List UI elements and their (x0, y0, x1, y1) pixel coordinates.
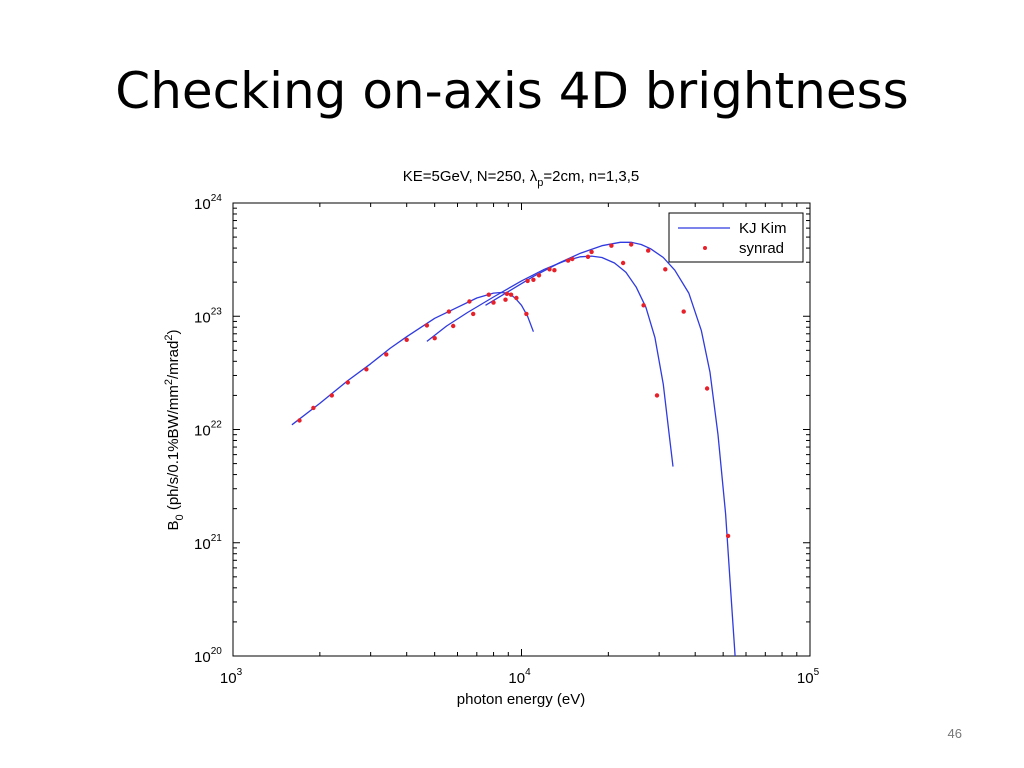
synrad-points (297, 242, 731, 539)
y-tick-label: 1020 (194, 646, 222, 666)
x-tick-label: 104 (508, 667, 531, 687)
synrad-point (654, 393, 660, 398)
synrad-point (364, 367, 369, 372)
synrad-point (681, 309, 686, 314)
synrad-point (471, 311, 476, 317)
synrad-point (552, 268, 557, 273)
slide-title: Checking on-axis 4D brightness (115, 62, 909, 120)
synrad-point (508, 292, 514, 297)
kj-kim-curves (291, 241, 736, 657)
synrad-point (609, 243, 614, 248)
chart-title: KE=5GeV, N=250, λp=2cm, n=1,3,5 (403, 168, 640, 189)
synrad-point (451, 323, 456, 329)
kj-kim-curve-harmonic-5 (485, 241, 736, 657)
legend-label-synrad: synrad (739, 240, 784, 257)
synrad-point (404, 337, 409, 342)
x-tick-label: 105 (797, 667, 820, 687)
y-tick-label: 1023 (194, 306, 222, 326)
synrad-point (629, 242, 634, 247)
axis-tick-labels: 103 104 105 1020 1021 1022 1023 1024 (194, 193, 820, 687)
synrad-point (524, 311, 529, 317)
synrad-point (585, 254, 591, 259)
y-tick-label: 1022 (194, 420, 222, 440)
synrad-point (384, 352, 389, 357)
page-number: 46 (947, 726, 962, 741)
legend: KJ Kim synrad (668, 212, 804, 263)
synrad-point (486, 292, 491, 297)
kj-kim-curve-harmonic-3 (426, 255, 674, 467)
synrad-point (345, 380, 350, 385)
kj-kim-curve-harmonic-1 (291, 291, 535, 426)
synrad-point (329, 393, 334, 398)
y-tick-label: 1024 (194, 193, 222, 213)
synrad-point (311, 405, 316, 411)
legend-dot-swatch (703, 246, 707, 250)
synrad-point (432, 336, 437, 341)
synrad-point (503, 297, 508, 302)
synrad-point (663, 267, 668, 272)
plot-frame (232, 202, 811, 657)
x-tick-label: 103 (220, 667, 243, 687)
synrad-point (446, 309, 452, 314)
synrad-point (297, 418, 302, 423)
synrad-point (570, 256, 575, 262)
synrad-point (525, 278, 530, 284)
synrad-point (514, 295, 519, 301)
axis-ticks (232, 203, 810, 657)
y-tick-label: 1021 (194, 533, 222, 553)
legend-label-kj-kim: KJ Kim (739, 220, 787, 237)
y-axis-label: B0 (ph/s/0.1%BW/mm2/mrad2) (163, 330, 186, 531)
synrad-point (704, 386, 710, 391)
synrad-point (536, 273, 542, 278)
synrad-point (491, 300, 496, 305)
synrad-point (620, 260, 626, 266)
synrad-point (467, 299, 472, 304)
synrad-point (531, 277, 536, 282)
x-axis-label: photon energy (eV) (457, 691, 585, 708)
synrad-point (725, 533, 731, 539)
legend-box (668, 212, 804, 263)
synrad-point (424, 323, 430, 328)
synrad-point (565, 258, 571, 263)
synrad-point (641, 303, 646, 308)
synrad-point (646, 248, 651, 253)
synrad-point (589, 249, 594, 255)
synrad-point (504, 291, 510, 296)
synrad-point (547, 267, 552, 272)
